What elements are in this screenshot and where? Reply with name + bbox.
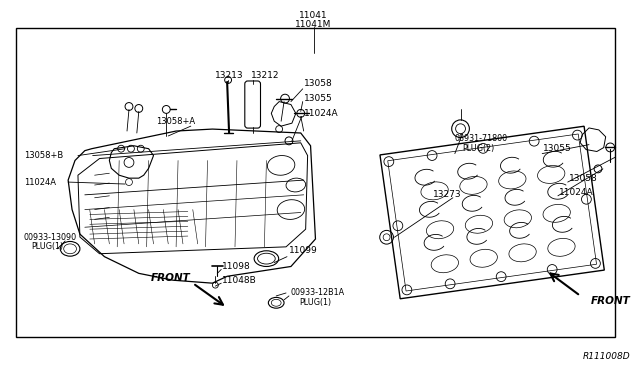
Text: 13213: 13213: [215, 71, 244, 80]
Text: 11024A: 11024A: [24, 177, 56, 187]
Text: PLUG(2): PLUG(2): [463, 144, 495, 153]
Text: 00933-13090: 00933-13090: [24, 232, 77, 241]
Text: PLUG(1): PLUG(1): [31, 242, 63, 251]
Text: 13212: 13212: [251, 71, 279, 80]
Text: 11098: 11098: [222, 262, 251, 271]
Text: 13058+A: 13058+A: [156, 117, 196, 126]
Text: 11024A: 11024A: [559, 188, 593, 198]
Text: 00933-12B1A: 00933-12B1A: [291, 288, 345, 298]
Text: FRONT: FRONT: [590, 296, 630, 306]
Text: 11099: 11099: [289, 246, 317, 255]
Text: R111008D: R111008D: [582, 352, 630, 361]
Text: 11048B: 11048B: [222, 276, 257, 285]
Bar: [16, 28, 615, 337]
Text: 13273: 13273: [433, 190, 462, 199]
Text: 13055: 13055: [304, 94, 332, 103]
Text: 13058: 13058: [569, 174, 598, 183]
Text: 11024A: 11024A: [304, 109, 339, 118]
Text: 08931-71800: 08931-71800: [455, 134, 508, 143]
Text: PLUG(1): PLUG(1): [299, 298, 331, 307]
Text: FRONT: FRONT: [150, 273, 190, 283]
Text: 13058: 13058: [304, 80, 332, 89]
Text: 11041: 11041: [299, 11, 328, 20]
Text: 13058+B: 13058+B: [24, 151, 63, 160]
Text: 13055: 13055: [543, 144, 572, 153]
Text: 11041M: 11041M: [295, 20, 332, 29]
